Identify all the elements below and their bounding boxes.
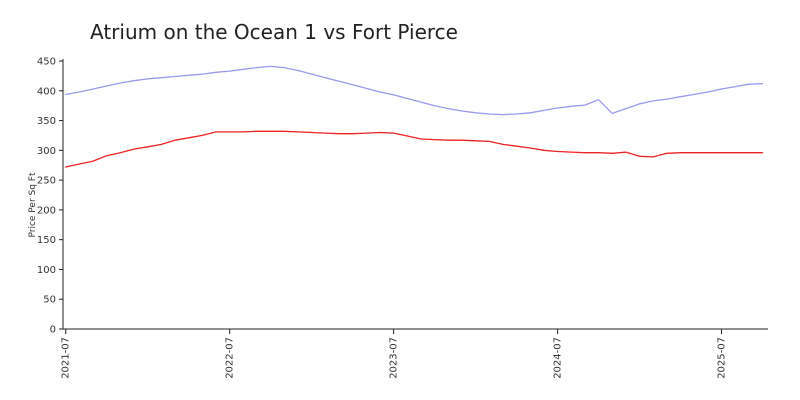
x-tick-label: 2024-07 [553,337,564,379]
y-tick-label: 200 [37,205,56,216]
x-tick-label: 2025-07 [717,337,728,379]
series-line-2 [65,130,764,168]
x-tick-label: 2023-07 [389,337,400,379]
y-tick-label: 50 [43,295,56,306]
series-line-1 [65,65,764,116]
y-tick-label: 150 [37,235,56,246]
y-tick-label: 400 [37,86,56,97]
x-tick-label: 2022-07 [225,337,236,379]
y-tick-label: 450 [37,57,56,68]
x-tick-label: 2021-07 [61,337,72,379]
y-tick-label: 350 [37,116,56,127]
chart-title: Atrium on the Ocean 1 vs Fort Pierce [90,20,458,44]
y-tick-label: 0 [50,325,56,336]
y-tick-label: 250 [37,176,56,187]
y-tick-label: 100 [37,265,56,276]
y-tick-label: 300 [37,146,56,157]
y-axis-title: Price Per Sq Ft [28,172,38,237]
